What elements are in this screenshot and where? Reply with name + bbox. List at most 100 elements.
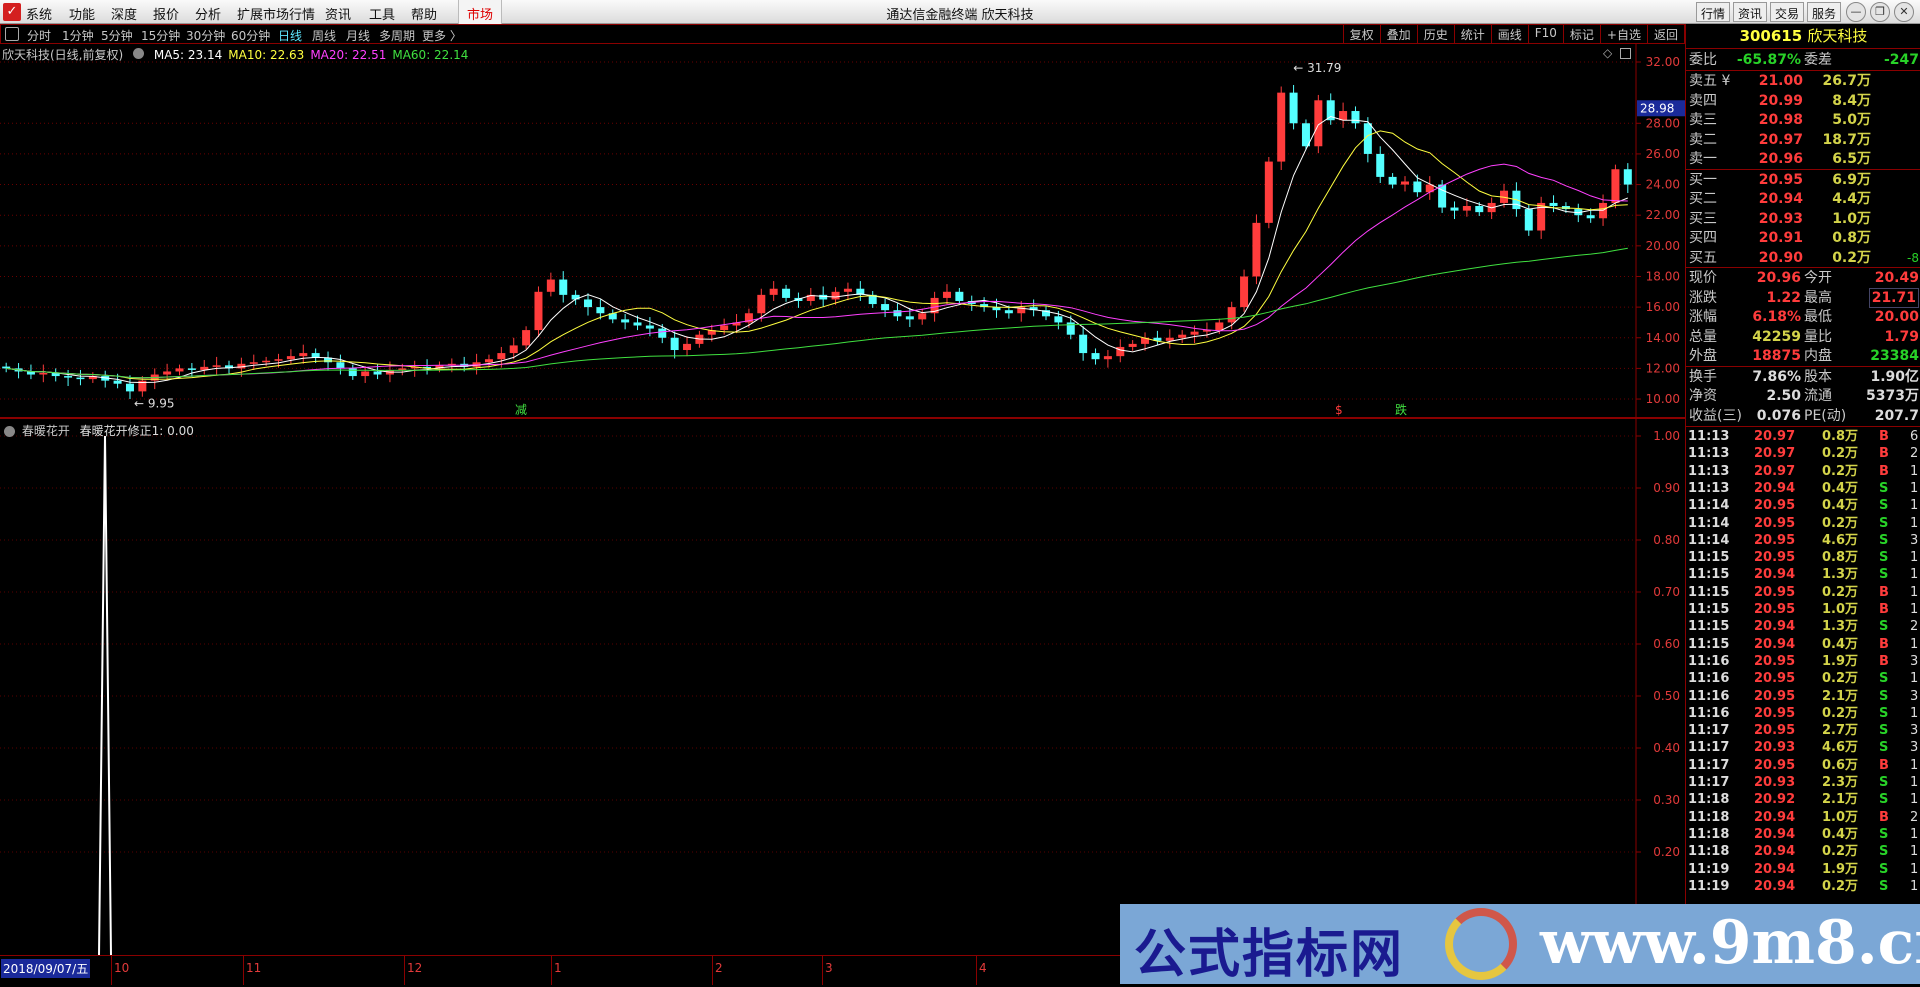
trade-side: S	[1879, 826, 1889, 842]
period-tab[interactable]: 15分钟	[141, 29, 181, 43]
period-tab[interactable]: 日线	[278, 29, 303, 43]
close-icon[interactable]: ✕	[1894, 2, 1914, 22]
trade-volume: 1.3万	[1822, 567, 1859, 583]
candle-body	[918, 313, 927, 320]
period-tab[interactable]: 分时	[27, 29, 52, 43]
trade-time: 11:15	[1688, 619, 1730, 635]
trade-side: B	[1879, 429, 1889, 444]
menu-market[interactable]: 市场	[458, 0, 503, 24]
trade-time: 11:13	[1688, 480, 1730, 496]
level-price: 20.97	[1758, 131, 1803, 148]
time-label: 11	[246, 961, 262, 975]
toolbar-button[interactable]: 复权	[1342, 25, 1380, 43]
trade-price: 20.95	[1754, 602, 1796, 617]
trade-count: 2	[1910, 809, 1919, 825]
candle-body	[707, 330, 716, 335]
menu-item[interactable]: 资讯	[325, 8, 352, 23]
trade-volume: 4.6万	[1822, 740, 1859, 756]
level-label: 卖四	[1689, 92, 1717, 109]
candle-body	[509, 345, 518, 354]
toolbar-button[interactable]: +自选	[1599, 25, 1647, 43]
menu-item[interactable]: 功能	[69, 8, 96, 23]
divider	[1686, 426, 1920, 427]
panel-toggle-icon[interactable]	[1620, 48, 1631, 59]
trade-price: 20.94	[1754, 619, 1796, 635]
period-tab[interactable]: 月线	[346, 29, 371, 43]
candle-body	[534, 291, 543, 331]
finance-value: 2.50	[1766, 388, 1801, 404]
trade-row: 11:17 20.93 2.3万 S 1	[1686, 774, 1920, 791]
trade-time: 11:17	[1688, 723, 1730, 739]
toolbar-button[interactable]: 画线	[1490, 25, 1528, 43]
menu-item[interactable]: 系统	[26, 8, 53, 23]
trade-row: 11:18 20.94 0.2万 S 1	[1686, 843, 1920, 860]
minimize-icon[interactable]: —	[1846, 2, 1866, 22]
trade-volume: 2.7万	[1822, 723, 1859, 739]
trade-side: B	[1879, 653, 1889, 669]
trade-row: 11:18 20.92 2.1万 S 1	[1686, 791, 1920, 808]
top-button[interactable]: 交易	[1770, 2, 1805, 22]
period-tab[interactable]: 更多 〉	[422, 29, 462, 43]
period-tab[interactable]: 多周期	[379, 29, 416, 43]
menu-item[interactable]: 帮助	[411, 8, 438, 23]
indicator-tick-label: 0.90	[1653, 481, 1680, 495]
stat-label: 量比	[1804, 328, 1832, 345]
trade-time: 11:16	[1688, 671, 1730, 687]
stat-row: 涨幅 6.18% 最低 20.00	[1686, 307, 1920, 327]
toolbar-button[interactable]: 历史	[1416, 25, 1454, 43]
top-button[interactable]: 行情	[1696, 2, 1731, 22]
trade-price: 20.94	[1754, 480, 1796, 496]
toolbar-button[interactable]: 统计	[1453, 25, 1491, 43]
trade-row: 11:15 20.94 1.3万 S 1	[1686, 566, 1920, 583]
candle-body	[484, 359, 493, 363]
top-button[interactable]: 服务	[1807, 2, 1842, 22]
period-tab[interactable]: 30分钟	[186, 29, 226, 43]
level-volume: 8.4万	[1832, 92, 1871, 109]
candle-body	[299, 353, 308, 357]
period-tab[interactable]: 1分钟	[62, 29, 94, 43]
time-label: 4	[979, 961, 987, 975]
settings-icon[interactable]	[133, 48, 145, 59]
menu-item[interactable]: 工具	[369, 8, 396, 23]
restore-icon[interactable]: ❐	[1870, 2, 1890, 22]
toolbar-button[interactable]: 返回	[1646, 25, 1684, 43]
candle-body	[1400, 181, 1409, 185]
stat-label: 涨跌	[1689, 289, 1717, 306]
menu-item[interactable]: 扩展市场行情	[237, 8, 316, 23]
candle-body	[980, 304, 989, 308]
candle-body	[1178, 334, 1187, 338]
time-tick	[404, 956, 405, 985]
trade-time: 11:17	[1688, 775, 1730, 790]
trade-volume: 0.2万	[1822, 671, 1859, 687]
candle-body	[76, 377, 85, 380]
top-button[interactable]: 资讯	[1733, 2, 1768, 22]
trade-time: 11:18	[1688, 844, 1730, 860]
trade-count: 1	[1910, 584, 1919, 600]
price-tick-label: 28.00	[1646, 116, 1680, 130]
indicator-menu-icon[interactable]	[4, 426, 15, 437]
trade-price: 20.95	[1754, 723, 1796, 739]
time-label: 3	[825, 961, 833, 975]
period-tab[interactable]: 周线	[312, 29, 337, 43]
menu-item[interactable]: 报价	[153, 8, 180, 23]
period-tab[interactable]: 5分钟	[101, 29, 133, 43]
sidebar-toggle-icon[interactable]	[5, 27, 19, 41]
trade-count: 3	[1910, 688, 1919, 704]
indicator-name[interactable]: 春暖花开	[21, 424, 70, 438]
trade-volume: 0.2万	[1822, 844, 1859, 860]
toolbar-button[interactable]: 叠加	[1379, 25, 1417, 43]
toolbar-button[interactable]: F10	[1527, 25, 1563, 43]
trade-count: 1	[1910, 515, 1919, 531]
trade-row: 11:15 20.95 0.2万 B 1	[1686, 584, 1920, 601]
label: 委比	[1689, 52, 1717, 68]
kline-chart[interactable]: 32.00 28.00 26.00 24.00 22.00 20.00 18.00 16.00…	[0, 44, 1685, 955]
diamond-icon[interactable]: ◇	[1603, 46, 1613, 60]
menu-item[interactable]: 分析	[195, 8, 222, 23]
toolbar-button[interactable]: 标记	[1562, 25, 1600, 43]
trade-time: 11:17	[1688, 757, 1730, 773]
period-tab[interactable]: 60分钟	[231, 29, 271, 43]
chart-toolbar: 分时 1分钟 5分钟 15分钟 30分钟 60分钟 日线 周线 月线 多周期 更多 〉 复权 叠加 历史…	[0, 24, 1685, 44]
candle-body	[447, 363, 456, 366]
candle-body	[683, 343, 692, 351]
menu-item[interactable]: 深度	[111, 8, 138, 23]
